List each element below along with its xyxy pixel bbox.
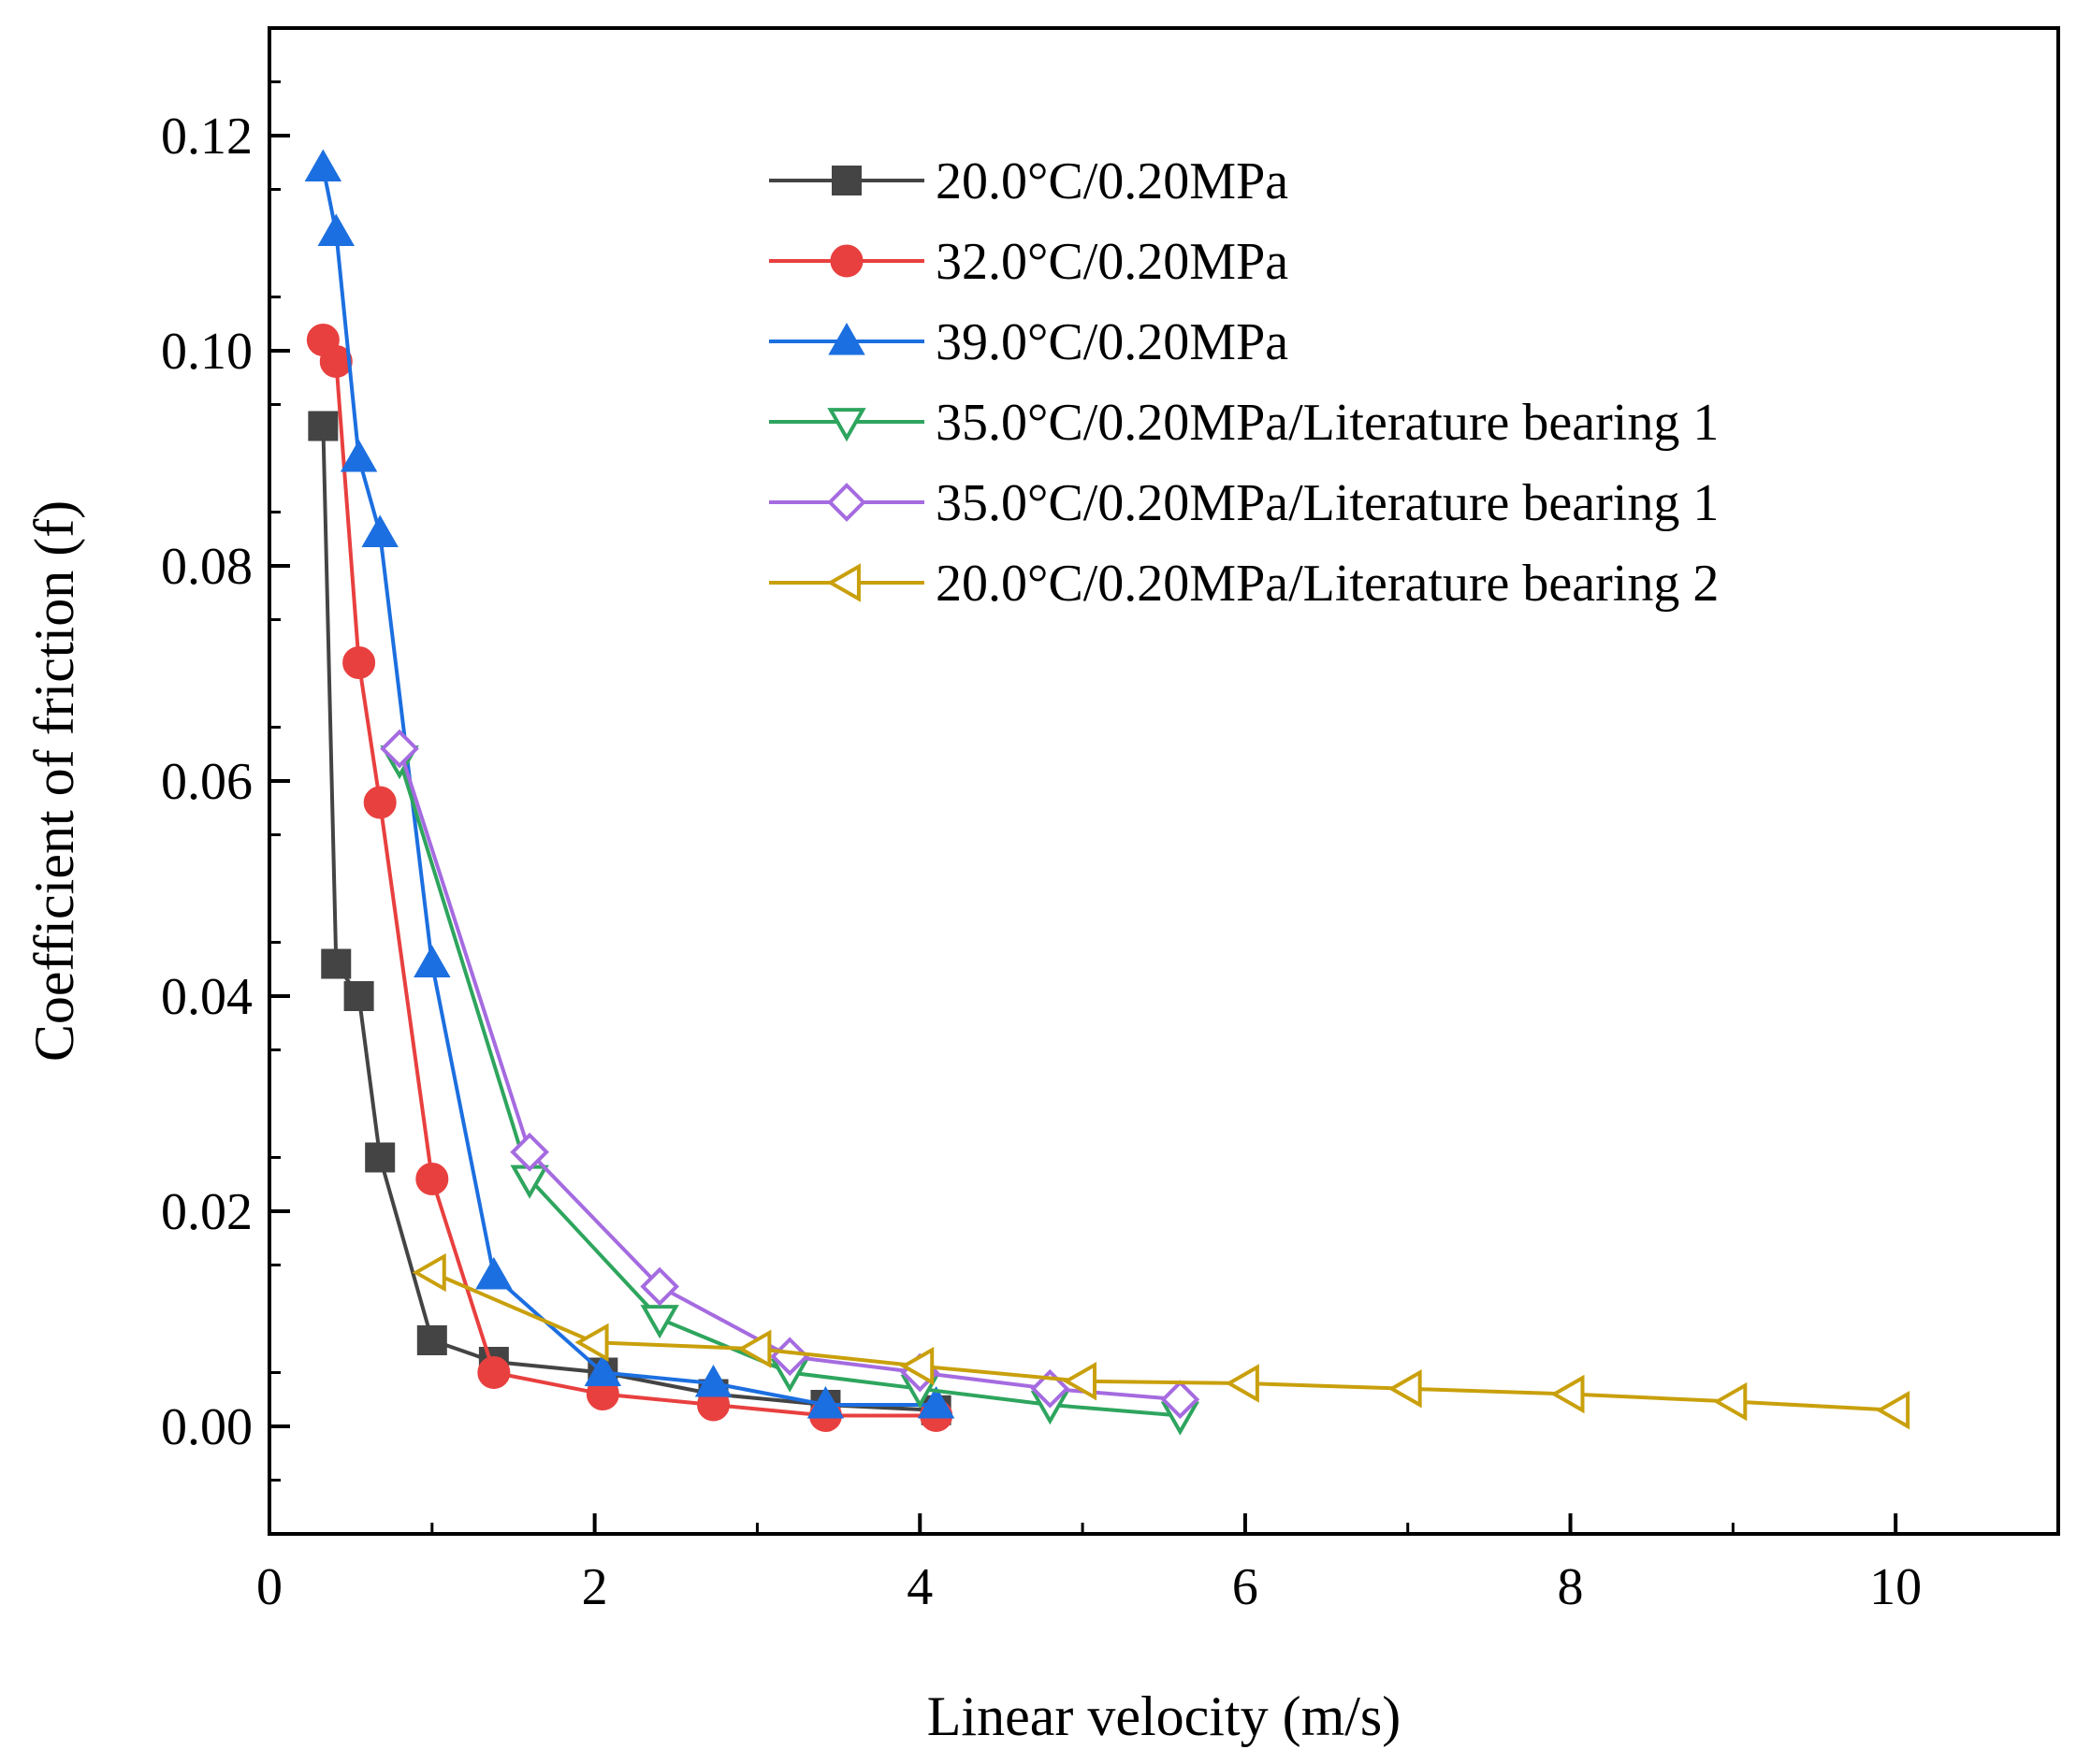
legend-marker bbox=[826, 563, 861, 602]
legend-marker bbox=[827, 408, 866, 442]
x-tick-label: 4 bbox=[907, 1558, 933, 1616]
data-point bbox=[640, 1266, 679, 1307]
legend-item: 32.0°C/0.20MPa bbox=[769, 233, 1288, 291]
data-point bbox=[343, 981, 374, 1011]
legend-label: 32.0°C/0.20MPa bbox=[936, 233, 1288, 291]
data-point bbox=[380, 729, 419, 769]
data-point bbox=[640, 1305, 679, 1339]
x-tick-label: 0 bbox=[256, 1558, 283, 1616]
legend-label: 35.0°C/0.20MPa/Literature bearing 1 bbox=[936, 474, 1719, 532]
data-point bbox=[737, 1329, 772, 1368]
data-point bbox=[475, 1256, 513, 1290]
data-point bbox=[574, 1323, 609, 1362]
data-point bbox=[584, 1353, 622, 1386]
legend: 20.0°C/0.20MPa 32.0°C/0.20MPa 39.0°C/0.20M… bbox=[769, 152, 1719, 613]
data-point bbox=[1713, 1381, 1748, 1422]
series-line bbox=[321, 426, 937, 1412]
legend-item: 20.0°C/0.20MPa/Literature bearing 2 bbox=[769, 555, 1719, 613]
x-tick-label: 2 bbox=[582, 1558, 608, 1616]
data-point bbox=[414, 945, 451, 977]
legend-item: 39.0°C/0.20MPa bbox=[769, 313, 1288, 371]
y-tick-label: 0.06 bbox=[161, 753, 253, 811]
data-point bbox=[694, 1364, 733, 1397]
legend-label: 35.0°C/0.20MPa/Literature bearing 1 bbox=[936, 394, 1719, 452]
series-1 bbox=[308, 411, 951, 1425]
series-6 bbox=[412, 1252, 1910, 1430]
data-point bbox=[340, 439, 378, 472]
legend-marker bbox=[832, 166, 862, 195]
legend-marker bbox=[828, 322, 865, 355]
x-axis-title: Linear velocity (m/s) bbox=[927, 1685, 1401, 1747]
data-point bbox=[361, 514, 399, 547]
legend-label: 20.0°C/0.20MPa/Literature bearing 2 bbox=[936, 555, 1719, 613]
legend-label: 20.0°C/0.20MPa bbox=[936, 152, 1288, 210]
legend-item: 20.0°C/0.20MPa bbox=[769, 152, 1288, 210]
legend-marker bbox=[830, 244, 864, 278]
data-point bbox=[917, 1385, 955, 1419]
series-line bbox=[321, 167, 937, 1407]
series-layer bbox=[304, 149, 1910, 1436]
y-tick-label: 0.04 bbox=[161, 968, 253, 1026]
series-3 bbox=[304, 149, 955, 1419]
series-5 bbox=[380, 729, 1200, 1420]
data-point bbox=[899, 1346, 935, 1386]
y-axis-title: Coefficient of friction (f) bbox=[23, 500, 85, 1062]
data-point bbox=[365, 1142, 396, 1173]
y-tick-label: 0.12 bbox=[161, 108, 253, 166]
y-tick-label: 0.08 bbox=[161, 538, 253, 596]
data-point bbox=[806, 1385, 845, 1419]
y-tick-label: 0.02 bbox=[161, 1183, 253, 1241]
y-tick-label: 0.10 bbox=[161, 323, 253, 381]
data-point bbox=[304, 149, 342, 181]
legend-item: 35.0°C/0.20MPa/Literature bearing 1 bbox=[769, 394, 1719, 452]
data-point bbox=[1225, 1364, 1259, 1403]
data-point bbox=[1062, 1362, 1097, 1401]
x-tick-label: 8 bbox=[1558, 1558, 1584, 1616]
data-point bbox=[510, 1132, 549, 1172]
data-point bbox=[319, 345, 353, 378]
data-point bbox=[412, 1252, 446, 1293]
axes-layer: 0 2 4 6 8 10 0.00 0.02 0.04 0.06 0.08 0.10 0.12 bbox=[161, 80, 1922, 1616]
y-tick-label: 0.00 bbox=[161, 1398, 253, 1456]
data-point bbox=[321, 948, 352, 979]
data-point bbox=[416, 1325, 447, 1355]
data-point bbox=[342, 646, 376, 679]
data-point bbox=[308, 411, 339, 441]
data-point bbox=[477, 1356, 511, 1389]
data-point bbox=[1387, 1369, 1422, 1409]
legend-label: 39.0°C/0.20MPa bbox=[936, 313, 1288, 371]
legend-marker bbox=[827, 483, 866, 522]
series-line bbox=[431, 1270, 1896, 1412]
data-point bbox=[317, 213, 355, 246]
x-tick-label: 10 bbox=[1869, 1558, 1922, 1616]
data-point bbox=[1160, 1380, 1200, 1420]
x-tick-label: 6 bbox=[1232, 1558, 1258, 1616]
data-point bbox=[1875, 1391, 1910, 1430]
data-point bbox=[363, 786, 397, 819]
series-line bbox=[321, 339, 937, 1418]
data-point bbox=[1550, 1374, 1585, 1414]
legend-item: 35.0°C/0.20MPa/Literature bearing 1 bbox=[769, 474, 1719, 532]
data-point bbox=[415, 1163, 449, 1195]
